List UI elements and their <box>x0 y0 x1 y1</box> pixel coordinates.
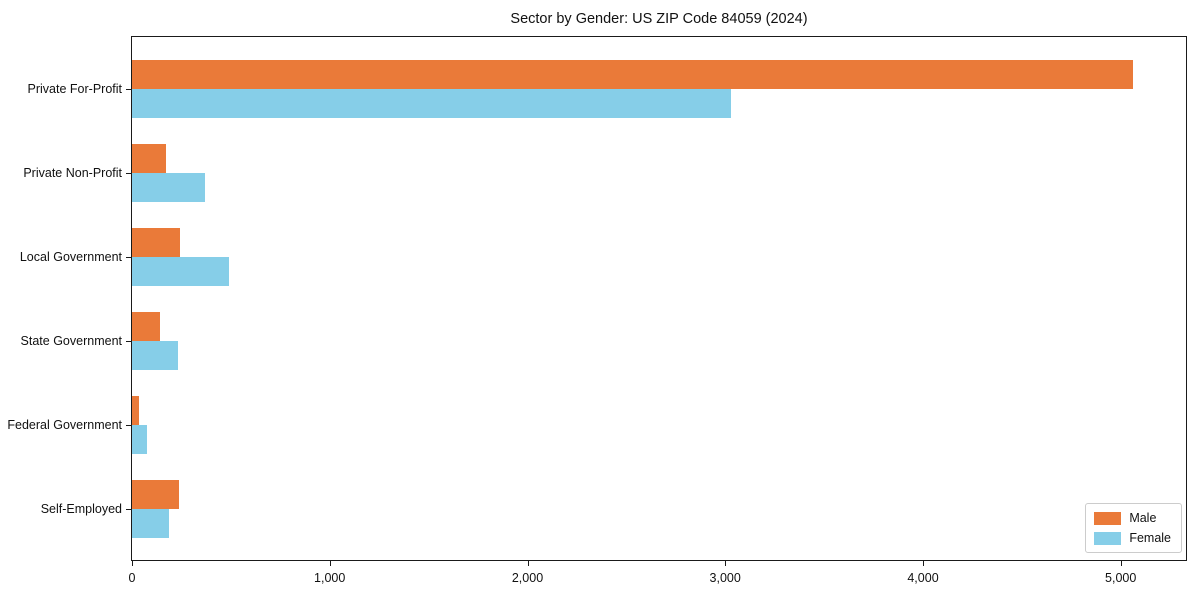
x-tick-mark <box>329 560 331 566</box>
legend-row-female: Female <box>1094 531 1171 545</box>
bar-female-state-government <box>132 341 178 370</box>
y-tick-mark <box>126 89 132 90</box>
x-tick-mark <box>527 560 529 566</box>
y-tick-label-federal-government: Federal Government <box>7 418 122 432</box>
y-tick-label-self-employed: Self-Employed <box>40 502 122 516</box>
bar-female-federal-government <box>132 425 147 454</box>
x-tick-label: 1,000 <box>314 571 346 585</box>
legend-row-male: Male <box>1094 511 1171 525</box>
bar-male-private-for-profit <box>132 60 1133 89</box>
x-tick-label: 4,000 <box>907 571 939 585</box>
x-tick-label: 3,000 <box>709 571 741 585</box>
bar-female-self-employed <box>132 509 169 538</box>
bar-female-private-non-profit <box>132 173 206 202</box>
y-tick-label-private-non-profit: Private Non-Profit <box>23 166 122 180</box>
y-tick-mark <box>126 341 132 342</box>
x-tick-label: 5,000 <box>1105 571 1137 585</box>
x-tick-label: 2,000 <box>511 571 544 585</box>
legend-label-female: Female <box>1129 531 1171 545</box>
y-tick-mark <box>126 509 132 510</box>
legend-swatch-male <box>1094 511 1122 525</box>
x-tick-mark <box>725 560 727 566</box>
plot-area: Male Female Private For-Profit Private Non… <box>7 36 1187 585</box>
legend-label-male: Male <box>1129 511 1157 525</box>
y-tick-mark <box>126 173 132 174</box>
legend-swatch-female <box>1094 531 1122 545</box>
y-tick-mark <box>126 425 132 426</box>
y-tick-label-local-government: Local Government <box>19 250 122 264</box>
bar-male-self-employed <box>132 480 179 509</box>
x-tick-mark <box>923 560 924 566</box>
bar-male-private-non-profit <box>132 144 166 173</box>
x-tick-mark <box>132 560 133 566</box>
bar-female-local-government <box>132 257 229 286</box>
x-tick-label: 0 <box>128 571 136 585</box>
legend: Male Female <box>1085 503 1182 553</box>
bar-male-local-government <box>132 228 181 257</box>
chart-title: Sector by Gender: US ZIP Code 84059 (202… <box>510 11 808 27</box>
y-tick-label-private-for-profit: Private For-Profit <box>27 82 122 96</box>
bar-male-federal-government <box>132 396 139 425</box>
bar-male-state-government <box>132 312 160 341</box>
y-tick-mark <box>126 257 132 258</box>
y-tick-label-state-government: State Government <box>20 334 122 348</box>
x-tick-mark <box>1120 560 1122 566</box>
bar-female-private-for-profit <box>132 89 732 118</box>
